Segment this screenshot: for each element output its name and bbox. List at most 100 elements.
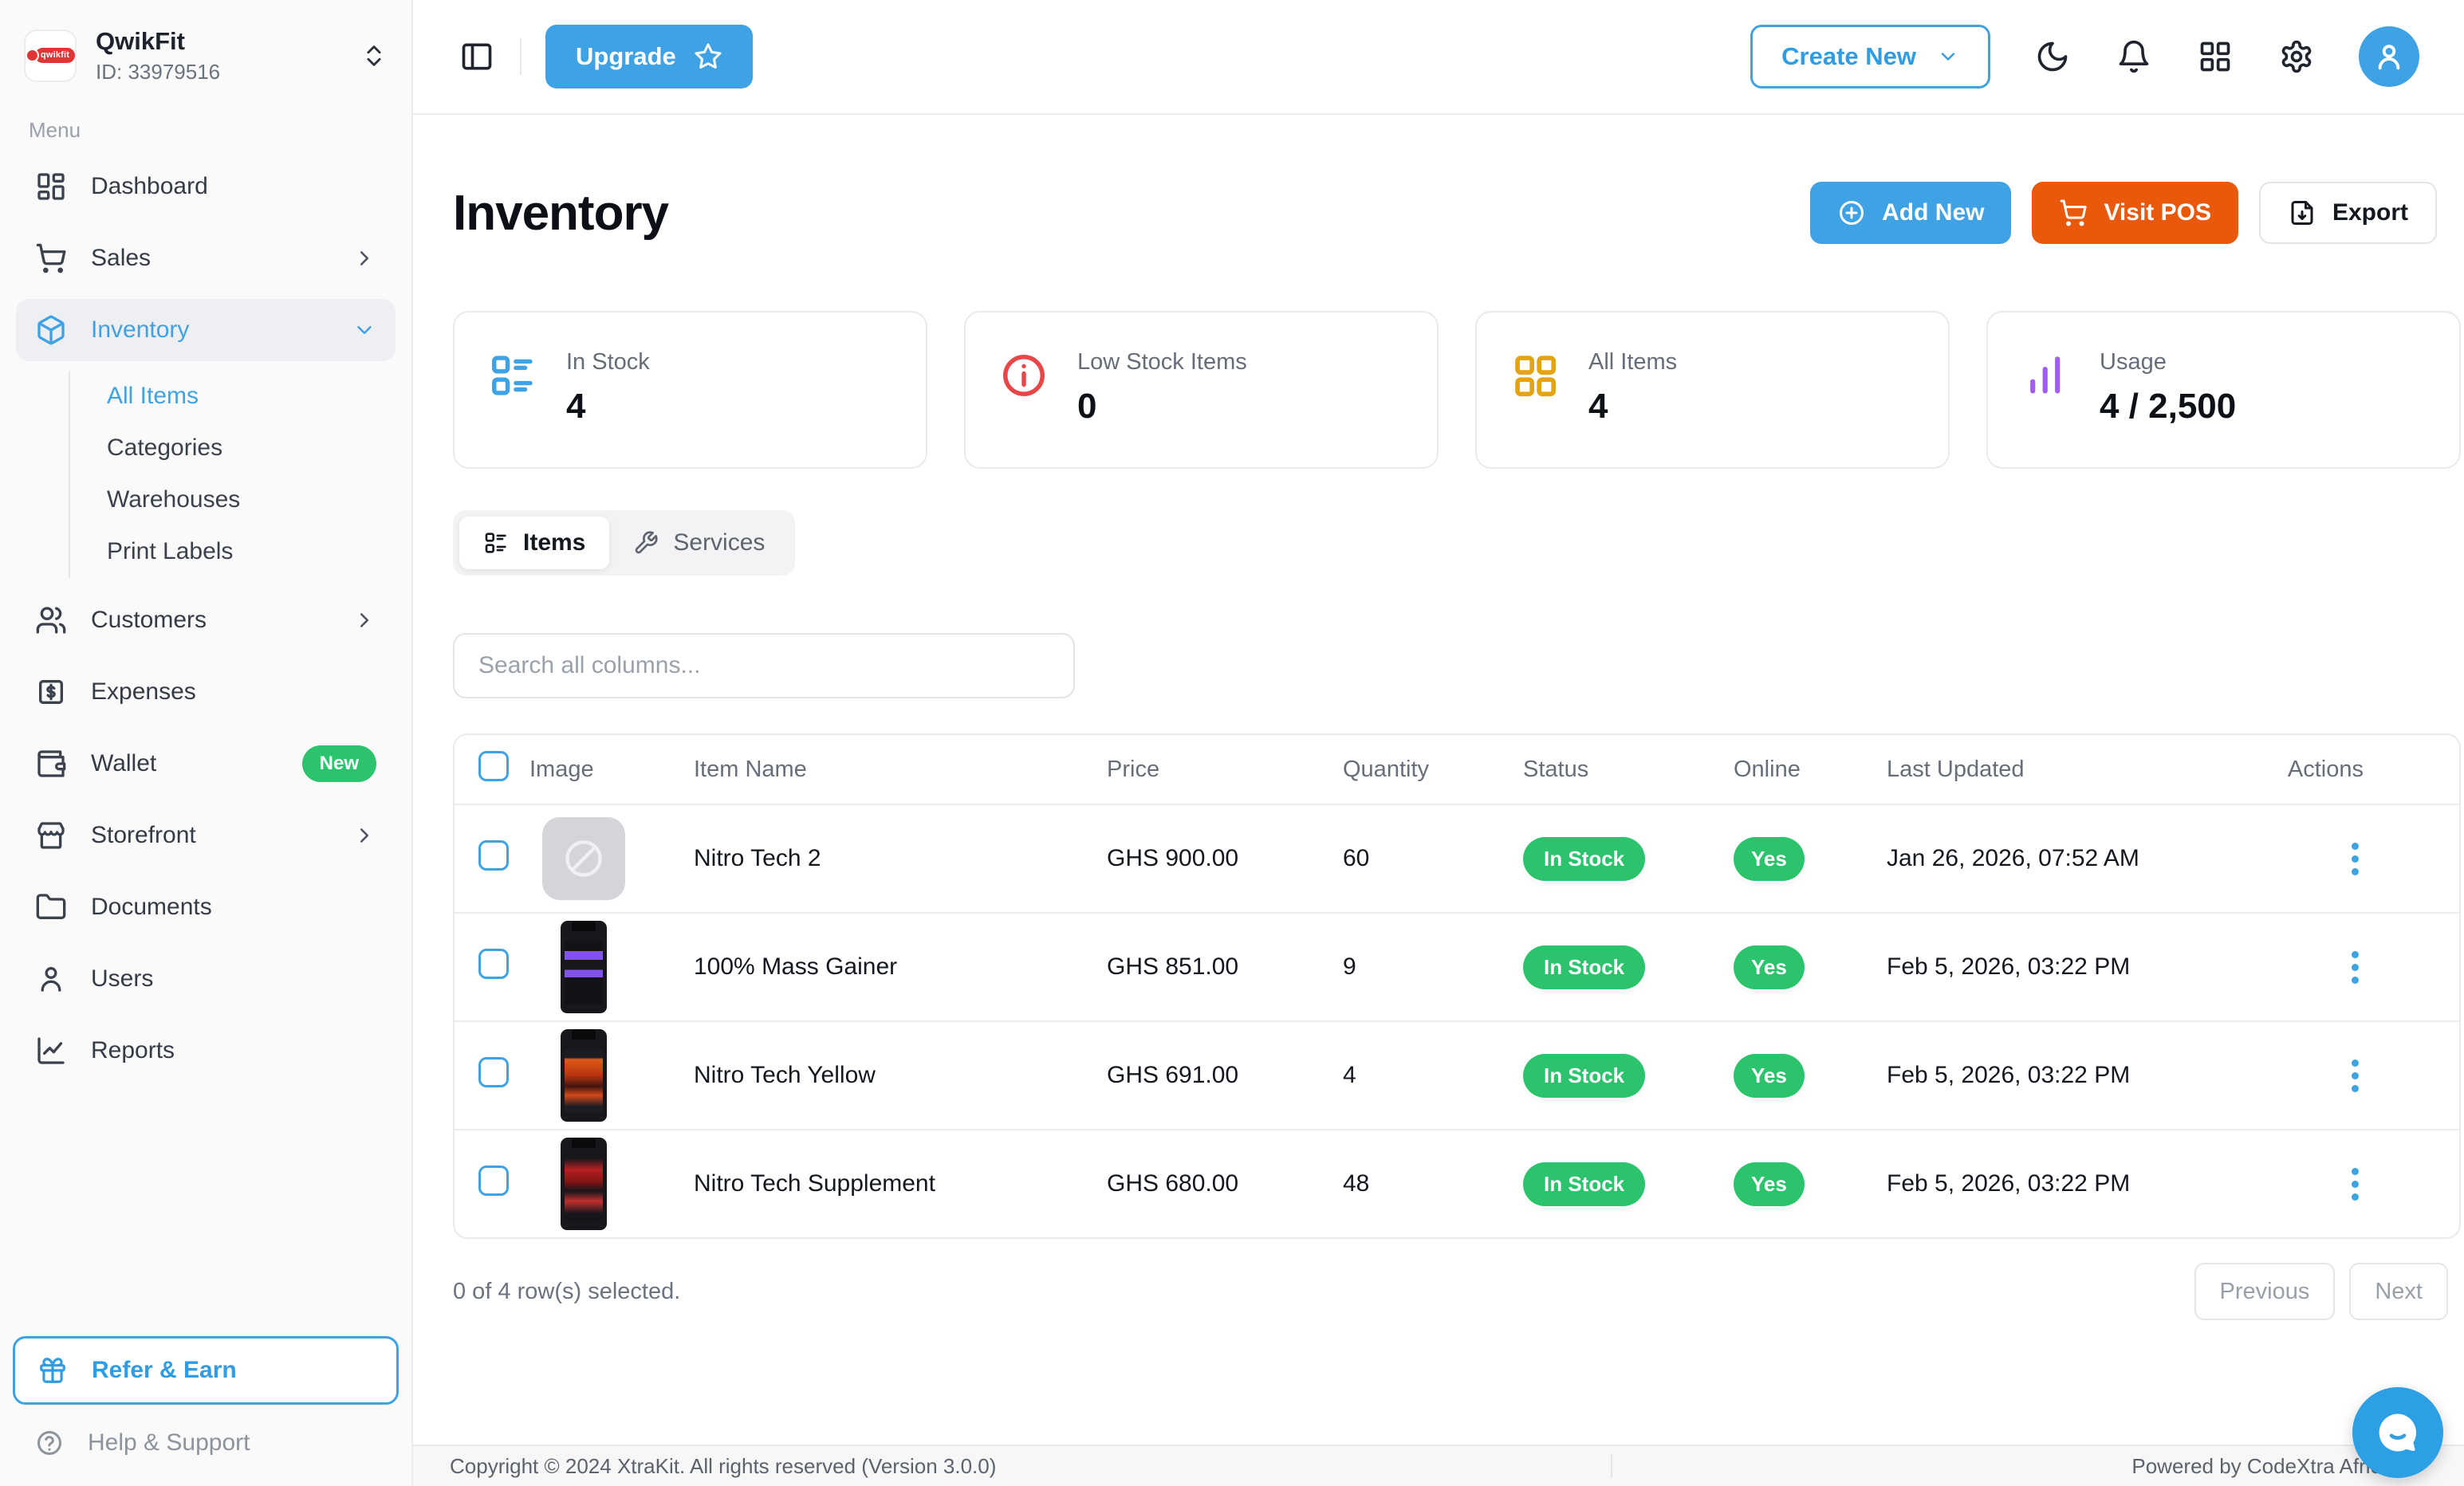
next-page-button[interactable]: Next — [2349, 1263, 2448, 1321]
sidebar-item-reports[interactable]: Reports — [16, 1020, 396, 1082]
tab-items[interactable]: Items — [459, 517, 610, 570]
page-title: Inventory — [453, 185, 669, 241]
status-badge: In Stock — [1523, 1162, 1646, 1206]
bottom-bar-divider — [1611, 1454, 1612, 1478]
dark-mode-toggle[interactable] — [2033, 37, 2072, 76]
item-name: Nitro Tech 2 — [694, 845, 821, 872]
status-badge: In Stock — [1523, 1053, 1646, 1098]
user-avatar[interactable] — [2359, 26, 2419, 87]
chevron-down-icon — [1941, 53, 1955, 61]
sidebar-item-sales[interactable]: Sales — [16, 227, 396, 289]
tab-services[interactable]: Services — [609, 517, 789, 569]
table-row[interactable]: Nitro Tech 2 GHS 900.00 60 In Stock Yes … — [455, 804, 2459, 912]
row-actions-menu-icon[interactable] — [2347, 946, 2364, 989]
upgrade-label: Upgrade — [576, 42, 676, 70]
sidebar: qwikfit QwikFit ID: 33979516 Menu Dashbo… — [0, 0, 413, 1486]
last-updated: Feb 5, 2026, 03:22 PM — [1887, 1062, 2131, 1089]
stat-label: Low Stock Items — [1077, 349, 1247, 375]
row-actions-menu-icon[interactable] — [2347, 1163, 2364, 1205]
select-all-checkbox[interactable] — [478, 751, 509, 782]
sidebar-item-inventory[interactable]: Inventory — [16, 298, 396, 361]
expenses-icon — [39, 679, 63, 704]
help-support-button[interactable]: Help & Support — [13, 1414, 399, 1472]
cart-icon — [2061, 199, 2088, 226]
chat-launcher-button[interactable] — [2352, 1387, 2443, 1478]
sidebar-item-label: Wallet — [91, 749, 157, 776]
add-new-label: Add New — [1882, 199, 1985, 226]
table-row[interactable]: Nitro Tech Supplement GHS 680.00 48 In S… — [455, 1129, 2459, 1237]
export-button[interactable]: Export — [2258, 182, 2437, 245]
settings-button[interactable] — [2277, 37, 2316, 76]
row-actions-menu-icon[interactable] — [2347, 838, 2364, 880]
sidebar-item-wallet[interactable]: Wallet New — [16, 733, 396, 795]
sidebar-subitem-all-items[interactable]: All Items — [107, 383, 199, 410]
upgrade-button[interactable]: Upgrade — [545, 25, 753, 88]
chevron-right-icon — [360, 612, 368, 627]
chevron-right-icon — [360, 250, 368, 265]
no-image-icon — [565, 840, 602, 877]
stat-value: 4 — [566, 387, 586, 427]
sidebar-item-label: Sales — [91, 244, 152, 271]
row-checkbox[interactable] — [478, 949, 509, 980]
chevrons-up-down-icon[interactable] — [360, 42, 388, 69]
item-name: 100% Mass Gainer — [694, 953, 898, 981]
sidebar-item-label: Users — [91, 965, 154, 992]
stat-value: 4 / 2,500 — [2100, 387, 2237, 427]
storefront-icon — [37, 821, 65, 849]
powered-by-text: Powered by CodeXtra Africa — [2131, 1453, 2392, 1478]
list-icon — [485, 533, 506, 553]
cart-icon — [36, 243, 66, 273]
sidebar-item-dashboard[interactable]: Dashboard — [16, 155, 396, 218]
sidebar-item-documents[interactable]: Documents — [16, 876, 396, 938]
topbar-right: Create New — [1750, 25, 2419, 88]
chevron-down-icon — [357, 325, 372, 334]
sidebar-item-label: Inventory — [91, 316, 190, 343]
workspace-switcher[interactable]: qwikfit QwikFit ID: 33979516 — [0, 21, 411, 99]
apps-button[interactable] — [2196, 37, 2234, 76]
row-checkbox[interactable] — [478, 840, 509, 871]
item-quantity: 48 — [1343, 1170, 1370, 1197]
main-area: Upgrade Create New — [413, 0, 2464, 1486]
search-input[interactable] — [453, 633, 1075, 699]
sidebar-item-expenses[interactable]: Expenses — [16, 661, 396, 723]
sidebar-item-label: Dashboard — [91, 172, 208, 199]
stat-value: 0 — [1077, 387, 1097, 427]
item-name: Nitro Tech Supplement — [694, 1170, 935, 1197]
sidebar-toggle-button[interactable] — [458, 37, 496, 76]
visit-pos-button[interactable]: Visit POS — [2032, 182, 2238, 245]
table-footer: 0 of 4 row(s) selected. Previous Next — [453, 1263, 2461, 1321]
chat-bubble-icon — [2379, 1413, 2417, 1452]
panel-left-icon — [462, 43, 492, 70]
table-row[interactable]: Nitro Tech Yellow GHS 691.00 4 In Stock … — [455, 1020, 2459, 1129]
row-checkbox[interactable] — [478, 1166, 509, 1197]
sidebar-item-users[interactable]: Users — [16, 948, 396, 1010]
stat-card-in-stock: In Stock 4 — [453, 311, 927, 470]
workspace-name: QwikFit — [96, 27, 185, 55]
notifications-button[interactable] — [2115, 37, 2153, 76]
sidebar-item-label: Reports — [91, 1036, 175, 1063]
stat-card-usage: Usage 4 / 2,500 — [1986, 311, 2461, 470]
refer-earn-button[interactable]: Refer & Earn — [13, 1336, 399, 1405]
stat-card-all-items: All Items 4 — [1475, 311, 1950, 470]
page-content: Inventory Add New Visit POS Export — [413, 115, 2464, 1486]
sidebar-subitem-print-labels[interactable]: Print Labels — [107, 538, 234, 565]
product-image — [561, 921, 607, 1014]
inventory-table: Image Item Name Price Quantity Status On… — [453, 733, 2461, 1240]
sidebar-subitem-categories[interactable]: Categories — [107, 434, 223, 462]
previous-page-button[interactable]: Previous — [2194, 1263, 2336, 1321]
create-new-button[interactable]: Create New — [1750, 25, 1990, 88]
stat-label: All Items — [1588, 349, 1678, 375]
item-quantity: 4 — [1343, 1062, 1356, 1089]
row-checkbox[interactable] — [478, 1057, 509, 1088]
sidebar-item-customers[interactable]: Customers — [16, 589, 396, 651]
table-row[interactable]: 100% Mass Gainer GHS 851.00 9 In Stock Y… — [455, 912, 2459, 1020]
inventory-submenu: All Items Categories Warehouses Print La… — [69, 370, 396, 578]
row-actions-menu-icon[interactable] — [2347, 1055, 2364, 1097]
chevron-right-icon — [360, 828, 368, 843]
alert-circle-icon — [1003, 355, 1045, 397]
sidebar-subitem-warehouses[interactable]: Warehouses — [107, 486, 241, 513]
column-header-quantity: Quantity — [1343, 756, 1429, 782]
page-header: Inventory Add New Visit POS Export — [453, 151, 2461, 274]
sidebar-item-storefront[interactable]: Storefront — [16, 804, 396, 867]
add-new-button[interactable]: Add New — [1810, 182, 2012, 245]
